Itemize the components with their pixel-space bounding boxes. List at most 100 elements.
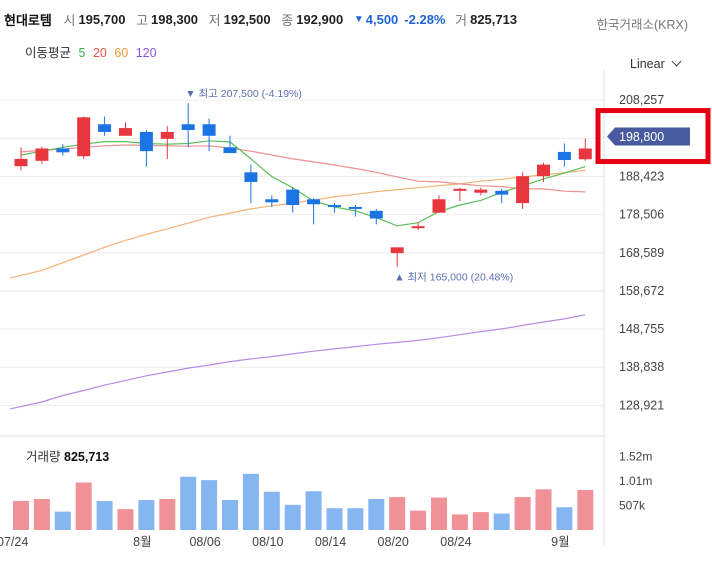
candle (77, 116, 91, 159)
candle-body (223, 147, 237, 154)
time-axis: 07/24 8월 08/06 08/10 08/14 08/20 08/24 9월 (0, 535, 570, 549)
candle-body (119, 128, 132, 136)
candle (56, 144, 70, 156)
candle-body (557, 151, 571, 161)
exchange-label: 한국거래소(KRX) (596, 18, 688, 32)
time-tick-label: 08/24 (440, 535, 471, 549)
price-tick-label: 158,672 (619, 284, 664, 298)
candle (223, 135, 237, 154)
volume-bar (242, 473, 259, 530)
volume-bar (472, 512, 489, 530)
candle (453, 187, 467, 202)
volume-axis: 1.52m 1.01m 507k (619, 449, 652, 512)
price-tick-label: 148,755 (619, 322, 664, 336)
time-tick-label: 08/06 (189, 535, 220, 549)
close-value: 192,900 (296, 12, 344, 27)
candle-body (35, 148, 49, 161)
candle-body (369, 210, 383, 219)
volume-bar (431, 497, 447, 530)
price-header: 현대로템 시 195,700 고 198,300 저 192,500 종 192,900… (4, 10, 524, 30)
time-tick-label: 08/20 (378, 535, 409, 549)
candle-body (286, 189, 300, 206)
volume-bar (159, 499, 176, 530)
candle (244, 164, 258, 204)
candle (474, 187, 488, 196)
ma-legend: 이동평균 5 20 60 120 (25, 42, 161, 61)
volume-bar (389, 497, 406, 530)
volume-label: 거 (455, 13, 468, 28)
candle-body (77, 117, 91, 157)
candle (286, 187, 300, 213)
ma20-line (20, 144, 586, 193)
candle (181, 103, 195, 148)
ma-legend-label: 이동평균 (25, 46, 72, 60)
candle (578, 138, 592, 161)
volume-bar (284, 504, 301, 530)
volume-bar (493, 513, 510, 530)
candle-body (56, 148, 70, 153)
candle (432, 195, 446, 213)
candle (390, 247, 404, 267)
low-value: 192,500 (223, 12, 271, 27)
volume-bar (451, 514, 468, 530)
candle (119, 122, 132, 136)
volume-title-label: 거래량 (26, 450, 61, 464)
candle-body (495, 190, 509, 195)
candle (495, 188, 509, 204)
price-tick-label: 138,838 (619, 360, 664, 374)
low-label: 저 (208, 13, 221, 28)
candle-body (578, 148, 592, 160)
ma-legend-20[interactable]: 20 (92, 46, 107, 60)
ma-legend-120[interactable]: 120 (135, 46, 157, 60)
time-tick-label: 08/10 (252, 535, 283, 549)
volume-title-value: 825,713 (64, 450, 110, 464)
candle (411, 222, 425, 231)
candle (307, 198, 321, 225)
price-tag-shape (607, 127, 690, 146)
volume-bar (368, 499, 385, 530)
price-tick-label: 188,423 (619, 169, 664, 183)
candle-body (328, 205, 341, 208)
candle (265, 195, 279, 207)
price-tag-label: 198,800 (619, 130, 664, 144)
time-tick-label: 08/14 (315, 535, 346, 549)
candle (35, 146, 49, 164)
ma-lines (9, 140, 586, 410)
ma-legend-60[interactable]: 60 (114, 46, 129, 60)
volume-bar (347, 508, 364, 530)
candle-body (516, 176, 530, 204)
candle-body (202, 124, 216, 136)
high-label: 고 (136, 13, 149, 28)
volume-value: 825,713 (470, 12, 518, 27)
candle-body (265, 199, 279, 203)
volume-bar (138, 499, 155, 530)
stock-name: 현대로템 (4, 13, 52, 28)
scale-dropdown[interactable]: Linear (630, 56, 682, 71)
change-down-icon: ▼ (353, 14, 364, 25)
volume-tick-label: 507k (619, 498, 646, 512)
candle-body (432, 199, 446, 213)
candle-body (390, 247, 404, 254)
volume-bars (13, 473, 594, 530)
low-annotation: ▲ 최저 165,000 (20.48%) (394, 272, 513, 284)
volume-bar (54, 511, 71, 530)
candle-body (411, 226, 425, 229)
ma5-line (20, 140, 586, 227)
volume-bar (514, 497, 531, 530)
volume-bar (410, 510, 427, 530)
ma-legend-5[interactable]: 5 (78, 46, 86, 60)
volume-bar (556, 507, 573, 530)
candle-body (181, 124, 195, 131)
volume-tick-label: 1.52m (619, 449, 652, 463)
volume-bar (577, 490, 594, 530)
candles (14, 103, 592, 267)
high-annotation: ▼ 최고 207,500 (-4.19%) (185, 88, 302, 100)
candle-body (98, 124, 112, 132)
candle (160, 126, 174, 159)
time-tick-label: 07/24 (0, 535, 28, 549)
candle (14, 147, 28, 171)
candle (139, 130, 153, 167)
time-tick-label: 9월 (551, 535, 569, 549)
volume-title: 거래량 825,713 (26, 446, 109, 465)
